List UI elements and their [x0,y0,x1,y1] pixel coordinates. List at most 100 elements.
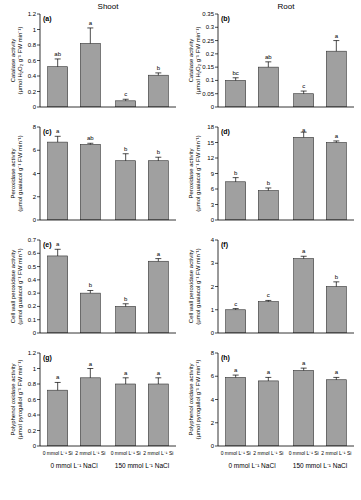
error-cap [123,303,129,304]
y-tick-label: 0.25 [202,38,214,44]
y-tick-label: 0 [211,443,215,449]
y-tick [215,93,218,94]
y-tick-label: 8 [33,124,37,130]
x-tick-label: 0 mmol L⁻¹ Si [289,450,319,456]
significance-letter: ab [265,54,272,60]
y-tick-label: 0.6 [28,250,37,256]
label-line: (µmol guaiacol g⁻¹ FW min⁻¹) [17,135,23,211]
significance-letter: a [234,367,238,373]
error-cap [301,368,307,369]
y-tick-label: 4 [211,397,215,403]
y-tick [37,279,40,280]
y-tick-label: 0.7 [28,237,37,243]
error-bar [233,309,239,310]
error-cap [265,187,271,188]
y-tick-label: 0.8 [28,42,37,48]
y-tick [215,127,218,128]
y-axis-label: Peroxidase activity(µmol guaiacol g⁻¹ FW… [188,135,201,211]
label-line: (µmol pyrogallol g⁻¹ FW min⁻¹) [17,360,23,440]
y-tick [37,173,40,174]
panel-label: (b) [221,15,230,23]
error-cap [265,377,271,378]
panel: Peroxidase activity(µmol guaiacol g⁻¹ FW… [188,124,354,223]
y-tick [37,353,40,354]
error-cap [55,382,61,383]
significance-letter: a [302,127,306,133]
group-label: 150 mmol L⁻¹ NaCl [293,462,348,469]
group-label: 0 mmol L⁻¹ NaCl [228,462,276,469]
error-stem [90,28,91,44]
error-cap [333,377,339,378]
error-bar [55,59,61,67]
y-tick-label: 0.35 [202,11,214,17]
significance-letter: a [267,369,271,375]
significance-letter: c [302,83,305,89]
y-tick [215,80,218,81]
error-bar [265,300,271,301]
y-tick [37,29,40,30]
error-bar [55,249,61,256]
error-bar [155,378,161,384]
y-tick [37,399,40,400]
y-tick [215,240,218,241]
panel: Peroxidase activity(µmol guaiacol g⁻¹ FW… [10,124,176,223]
y-tick-label: 0.8 [28,381,37,387]
y-axis [218,240,219,333]
error-cap [233,77,239,78]
bar [80,293,100,333]
x-tick-label: 2 mmol L⁻¹ Si [253,450,283,456]
error-stem [268,188,269,191]
y-tick [215,53,218,54]
label-line: Peroxidase activity [188,148,194,198]
y-tick-label: 0.1 [28,317,37,323]
y-tick [37,293,40,294]
x-tick-label: 2 mmol L⁻¹ Si [321,450,351,456]
y-tick-label: 0.2 [206,51,215,57]
y-tick-label: 3 [211,260,215,266]
error-cap [333,281,339,282]
bar [80,144,100,220]
label-line: (µmol guaiacol g⁻¹ FW min⁻¹) [195,135,201,211]
significance-letter: a [157,370,161,376]
marks [48,28,169,107]
bar [148,75,168,107]
label-line: Peroxidase activity [10,148,16,198]
error-cap [155,157,161,158]
y-tick [37,266,40,267]
error-bar [87,28,93,44]
y-tick-label: 0.2 [28,89,37,95]
error-cap [333,140,339,141]
y-tick [37,76,40,77]
error-bar [123,378,129,384]
y-axis [218,14,219,107]
panel-heading: Shoot [98,2,120,11]
x-axis [40,220,176,221]
bar [116,161,136,220]
figure: ShootCatalase activity(µmol H₂O₂ g⁻¹ FW … [0,0,361,500]
y-tick [215,399,218,400]
y-tick [215,173,218,174]
significance-letter: b [89,282,93,288]
panel-label: (e) [43,241,52,249]
bar [226,182,246,220]
significance-letter: ab [87,135,94,141]
panel-label: (c) [43,128,52,136]
marks [226,256,347,333]
error-cap [265,61,271,62]
error-cap [87,143,93,144]
y-tick [37,333,40,334]
y-tick [215,107,218,108]
error-cap [233,177,239,178]
y-tick [37,220,40,221]
panel-label: (g) [43,354,52,362]
error-cap [301,256,307,257]
error-cap [123,377,129,378]
y-axis-label: Cell wall peroxidase activity(µmol guaia… [10,248,23,324]
bar [148,384,168,446]
significance-letter: a [56,128,60,134]
error-bar [55,136,61,142]
error-stem [235,178,236,182]
panel: Cell wall peroxidase activity(µmol guaia… [10,237,176,336]
significance-letter: a [89,20,93,26]
y-tick [37,60,40,61]
